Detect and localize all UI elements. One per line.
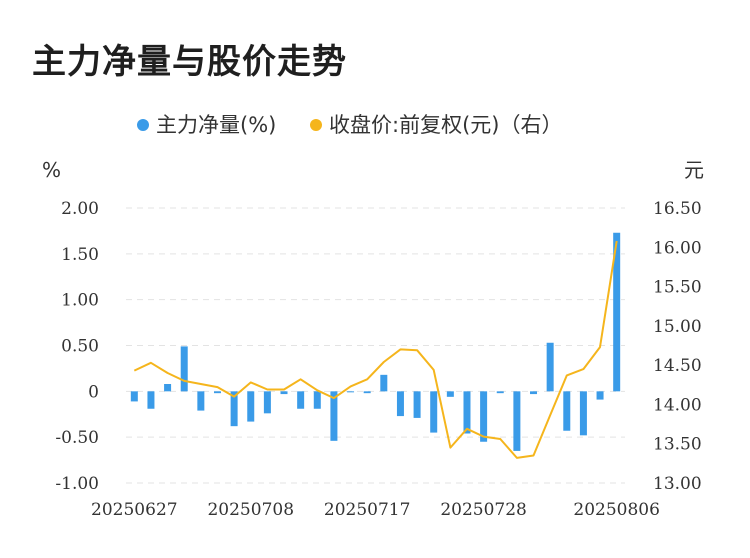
legend-line-marker	[310, 119, 322, 131]
bar	[347, 391, 355, 393]
x-tick-label: 20250708	[207, 500, 294, 520]
left-tick-label: -1.00	[55, 474, 99, 494]
left-axis-unit: %	[42, 158, 61, 182]
bar	[513, 391, 521, 451]
bar	[563, 391, 571, 431]
right-tick-label: 16.00	[653, 238, 702, 258]
bar	[430, 391, 438, 433]
bar	[413, 391, 421, 418]
bar	[579, 391, 587, 436]
bar	[313, 391, 321, 409]
right-tick-label: 16.50	[653, 199, 702, 219]
legend-bar-marker	[137, 119, 149, 131]
bar-series	[130, 232, 621, 451]
chart-title: 主力净量与股价走势	[32, 42, 347, 82]
right-axis: 16.50 16.00 15.50 15.00 14.50 14.00 13.50 13.00	[653, 199, 702, 494]
bar	[463, 391, 471, 434]
bar	[496, 391, 504, 394]
bar	[530, 391, 538, 395]
x-axis: 20250627 20250708 20250717 20250728 20250806	[91, 500, 660, 520]
bar	[263, 391, 271, 414]
right-tick-label: 15.50	[653, 278, 702, 298]
bar	[330, 391, 338, 441]
left-axis: 2.00 1.50 1.00 0.50 0 -0.50 -1.00	[55, 199, 99, 494]
price-line	[133, 240, 618, 459]
bar	[164, 384, 172, 392]
right-tick-label: 13.00	[653, 474, 702, 494]
bar	[480, 391, 488, 442]
left-tick-label: 1.00	[61, 291, 99, 311]
left-tick-label: -0.50	[55, 428, 99, 448]
bar	[546, 342, 554, 392]
bar	[446, 391, 454, 397]
bar	[596, 391, 604, 400]
left-tick-label: 1.50	[61, 245, 99, 265]
right-tick-label: 14.50	[653, 356, 702, 376]
legend-line-label: 收盘价:前复权(元)（右）	[329, 113, 562, 137]
right-tick-label: 14.00	[653, 395, 702, 415]
bar	[380, 374, 388, 392]
legend-bar-label: 主力净量(%)	[156, 113, 276, 137]
line-series	[133, 240, 618, 459]
left-tick-label: 2.00	[61, 199, 99, 219]
bar	[147, 391, 155, 409]
legend: 主力净量(%) 收盘价:前复权(元)（右）	[137, 113, 562, 137]
x-tick-label: 20250627	[91, 500, 178, 520]
bar	[230, 391, 238, 427]
x-tick-label: 20250806	[573, 500, 660, 520]
bar	[297, 391, 305, 409]
bar	[396, 391, 404, 417]
right-axis-unit: 元	[684, 158, 704, 182]
right-tick-label: 15.00	[653, 317, 702, 337]
bar	[363, 391, 371, 394]
bar	[613, 232, 621, 392]
left-tick-label: 0.50	[61, 337, 99, 357]
bar	[280, 391, 288, 395]
x-tick-label: 20250717	[324, 500, 411, 520]
x-tick-label: 20250728	[440, 500, 527, 520]
left-tick-label: 0	[88, 382, 99, 402]
bar	[247, 391, 255, 422]
bar	[130, 391, 138, 402]
right-tick-label: 13.50	[653, 435, 702, 455]
bar	[180, 346, 188, 392]
bar	[197, 391, 205, 411]
bar	[213, 391, 221, 394]
